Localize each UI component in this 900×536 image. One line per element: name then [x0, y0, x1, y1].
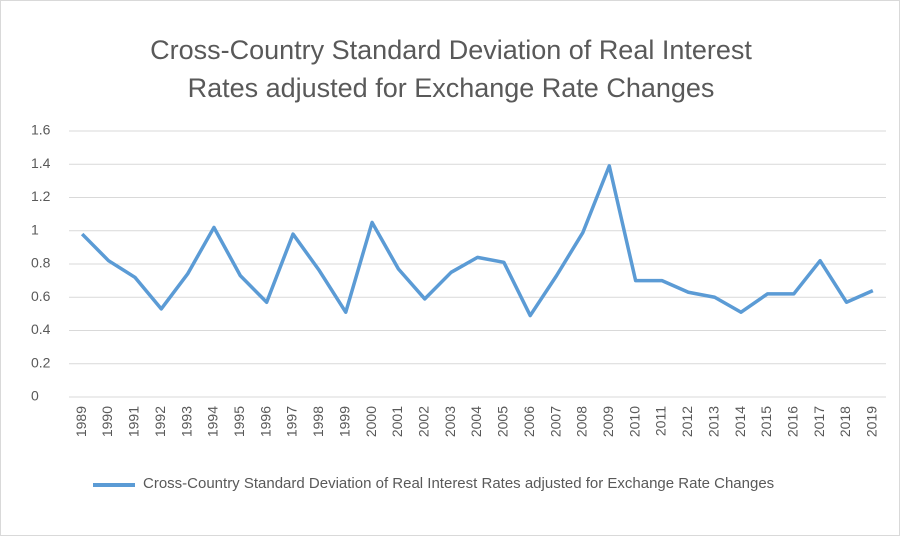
x-tick-label: 1989: [73, 406, 89, 437]
y-tick-label: 1.4: [31, 155, 51, 171]
x-tick-label: 2012: [679, 406, 695, 437]
x-tick-label: 2011: [653, 406, 669, 436]
legend-swatch: [93, 483, 135, 487]
x-tick-label: 2009: [600, 406, 616, 437]
x-tick-label: 1999: [336, 406, 352, 437]
legend: Cross-Country Standard Deviation of Real…: [93, 473, 853, 495]
x-tick-label: 1995: [231, 406, 247, 437]
y-tick-label: 0: [31, 388, 39, 404]
x-tick-label: 1993: [178, 406, 194, 437]
chart-title: Cross-Country Standard Deviation of Real…: [150, 35, 752, 103]
x-tick-label: 2000: [363, 406, 379, 437]
x-tick-label: 2003: [442, 406, 458, 437]
x-tick-label: 2008: [574, 406, 590, 437]
y-tick-label: 1.6: [31, 122, 51, 138]
x-tick-label: 2004: [468, 406, 484, 437]
x-tick-label: 1991: [126, 406, 142, 437]
x-tick-label: 2013: [705, 406, 721, 437]
y-tick-label: 0.8: [31, 255, 51, 271]
y-tick-label: 1: [31, 221, 39, 237]
x-tick-label: 1992: [152, 406, 168, 437]
x-tick-label: 2002: [415, 406, 431, 437]
x-tick-label: 1997: [284, 406, 300, 437]
x-tick-label: 1998: [310, 406, 326, 437]
x-tick-label: 2016: [784, 406, 800, 437]
x-tick-label: 2006: [521, 406, 537, 437]
x-tick-label: 2005: [495, 406, 511, 437]
x-tick-label: 2015: [758, 406, 774, 437]
legend-label: Cross-Country Standard Deviation of Real…: [143, 475, 775, 492]
line: [80, 164, 874, 318]
y-tick-label: 0.6: [31, 288, 51, 304]
x-tick-label: 2001: [389, 406, 405, 437]
y-tick-label: 1.2: [31, 188, 51, 204]
x-tick-label: 2014: [732, 406, 748, 437]
x-tick-label: 1996: [257, 406, 273, 437]
x-tick-label: 1990: [99, 406, 115, 437]
x-tick-label: 2017: [811, 406, 827, 437]
y-tick-label: 0.4: [31, 321, 51, 337]
x-tick-label: 2019: [864, 406, 880, 437]
x-tick-label: 2010: [626, 406, 642, 437]
x-tick-label: 2018: [837, 406, 853, 437]
x-tick-label: 2007: [547, 406, 563, 437]
y-tick-label: 0.2: [31, 354, 51, 370]
x-tick-label: 1994: [205, 406, 221, 437]
